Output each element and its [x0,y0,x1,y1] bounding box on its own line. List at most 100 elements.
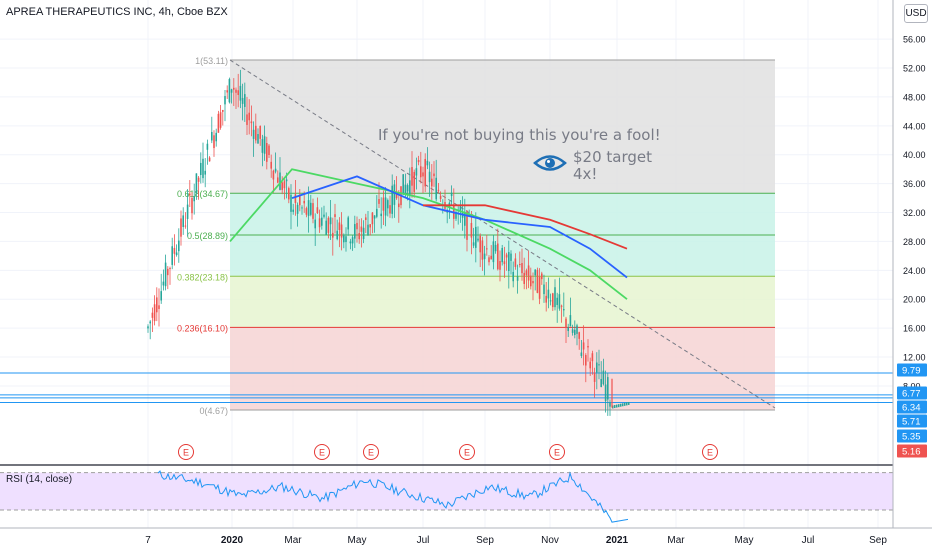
candle-body [325,220,327,235]
price-axis-tick: 48.00 [903,92,926,102]
price-tag-label: 5.71 [902,417,921,428]
fib-retracement[interactable]: 1(53.11) 0.618(34.67) 0.5(28.89) 0.382(23.1… [177,56,775,416]
candle-body [409,180,411,196]
horizontal-lines[interactable] [0,372,893,403]
candle-body [228,79,231,103]
fib-band [230,193,775,235]
candle-body [272,170,275,180]
candle-body [345,236,347,243]
candle-body [494,244,497,252]
candle-body [213,135,215,149]
candle-body [316,207,319,214]
earnings-marker[interactable] [314,444,330,460]
candle-body [237,90,239,95]
currency-button[interactable]: USD [904,4,928,23]
candle-body [340,224,343,238]
candle-body [266,143,268,162]
symbol-title[interactable]: APREA THERAPEUTICS INC, 4h, Cboe BZX [6,6,228,18]
candle-body [497,243,499,270]
candle-body [622,403,624,407]
candle-body [349,241,352,244]
candle-body [616,404,618,408]
candle-body [472,242,475,246]
earnings-marker[interactable] [178,444,194,460]
candle-body [413,171,415,192]
candle-body [195,173,198,194]
rsi-band [0,472,893,510]
candle-body [422,172,424,177]
candle-body [147,326,149,329]
candle-body [182,215,184,227]
time-axis-label: Jul [417,535,430,546]
candle-body [576,325,578,334]
candle-body [604,384,607,402]
earnings-marker[interactable] [459,444,475,460]
candle-body [312,203,314,219]
candle-body [219,112,222,128]
candle-body [202,158,204,179]
price-axis-tick: 44.00 [903,121,926,131]
candle-body [314,219,316,229]
candle-body [527,265,530,281]
candle-body [492,241,495,263]
candle-body [598,364,600,366]
earnings-marker-label: E [554,448,560,458]
candle-body [612,405,614,409]
candle-body [301,207,303,209]
price-axis-tick: 16.00 [903,324,926,334]
price-axis-tick: 56.00 [903,35,926,45]
candle-body [248,112,250,121]
candle-body [307,200,310,216]
candle-body [160,291,162,301]
candle-body [360,226,363,232]
time-axis[interactable]: 7 2020 Mar May Jul Sep Nov 2021 Mar May Jul Sep [0,527,932,546]
candle-body [338,222,341,230]
candle-body [563,309,565,311]
candle-body [614,405,616,409]
candle-body [558,294,561,309]
price-axis-bg [893,0,932,550]
price-tag-label: 5.16 [902,447,921,458]
candle-body [257,134,259,144]
candle-body [593,372,596,382]
time-axis-label: May [735,535,754,546]
trend-line[interactable] [229,59,776,409]
price-axis-tick: 52.00 [903,64,926,74]
candle-body [552,293,554,308]
candle-body [356,222,358,230]
fib-level-label: 1(53.11) [195,56,228,66]
earnings-marker[interactable] [549,444,565,460]
candle-body [424,158,426,187]
candle-body [184,225,187,227]
earnings-marker[interactable] [702,444,718,460]
candle-body [554,287,556,308]
time-axis-label: Jul [802,535,815,546]
time-axis-label: 2021 [606,535,629,546]
candle-body [296,204,299,214]
candle-body [189,193,191,196]
earnings-marker-label: E [368,448,374,458]
candle-body [450,192,453,197]
candle-body [389,205,391,214]
moving-average-line [291,175,628,279]
price-axis-tick: 32.00 [903,208,926,218]
candle-body [200,162,202,175]
candle-body [607,377,609,400]
target-text: $20 target [573,148,652,166]
candle-body [508,252,510,272]
candle-body [191,197,193,214]
candle-body [277,177,279,183]
candle-body [180,218,182,237]
price-axis[interactable]: 56.00 52.00 48.00 44.00 40.00 36.00 32.00 28.00… [892,0,932,550]
candle-body [466,211,468,240]
annotations[interactable]: If you're not buying this you're a fool!… [378,126,661,183]
earnings-marker-label: E [319,448,325,458]
candle-body [395,191,398,199]
earnings-marker[interactable] [363,444,379,460]
moving-average-line [423,204,628,250]
price-tag [897,444,927,458]
rsi-label: RSI (14, close) [6,474,72,485]
candle-body [549,300,552,302]
